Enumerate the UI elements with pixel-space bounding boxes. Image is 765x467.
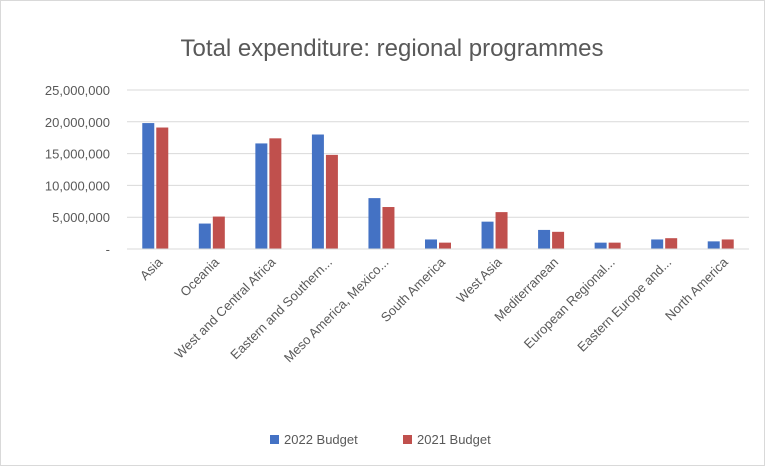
x-tick-label: Oceania	[177, 254, 222, 299]
y-tick-label: 15,000,000	[45, 147, 110, 162]
y-tick-label: 10,000,000	[45, 178, 110, 193]
bar-2021-2	[269, 138, 282, 249]
bar-2021-1	[212, 216, 225, 249]
x-tick-label: Eastern and Southern...	[227, 255, 335, 363]
bar-2022-10	[707, 241, 720, 249]
bar-2022-2	[255, 143, 268, 249]
x-tick-label: Asia	[137, 254, 166, 283]
bar-2021-7	[552, 231, 565, 249]
bar-2022-4	[368, 198, 381, 249]
legend-label: 2022 Budget	[284, 432, 358, 447]
y-axis-tick-labels: - 5,000,000 10,000,000 15,000,000 20,000,000…	[45, 83, 110, 257]
legend-swatch	[270, 435, 279, 444]
gridlines	[127, 89, 749, 218]
bar-2022-3	[311, 134, 324, 249]
x-tick-label: West Asia	[453, 254, 505, 306]
bar-2021-9	[665, 238, 678, 249]
bar-2022-5	[425, 239, 437, 249]
bar-2021-3	[325, 154, 338, 249]
legend-swatch	[403, 435, 412, 444]
bar-2022-8	[594, 242, 607, 249]
x-tick-label: Meso America, Mexico...	[281, 255, 392, 366]
bar-2021-10	[721, 239, 734, 249]
y-tick-label: 20,000,000	[45, 115, 110, 130]
chart-title: Total expenditure: regional programmes	[181, 35, 604, 62]
bar-2021-8	[608, 242, 621, 249]
x-tick-label: Eastern Europe and...	[574, 255, 674, 355]
bar-2022-7	[538, 229, 551, 249]
y-tick-label: 5,000,000	[52, 210, 110, 225]
legend: 2022 Budget 2021 Budget	[270, 432, 491, 447]
bar-2022-1	[198, 223, 211, 249]
x-tick-label: West and Central Africa	[171, 254, 279, 362]
y-tick-label: -	[106, 242, 110, 257]
bar-2021-5	[439, 242, 451, 249]
bar-2021-6	[495, 212, 508, 249]
bar-2022-0	[142, 123, 155, 249]
bars	[142, 123, 734, 249]
bar-2021-4	[382, 207, 395, 249]
legend-label: 2021 Budget	[417, 432, 491, 447]
y-tick-label: 25,000,000	[45, 83, 110, 98]
bar-2022-6	[481, 221, 494, 249]
bar-2022-9	[651, 239, 664, 249]
bar-2021-0	[156, 127, 169, 249]
